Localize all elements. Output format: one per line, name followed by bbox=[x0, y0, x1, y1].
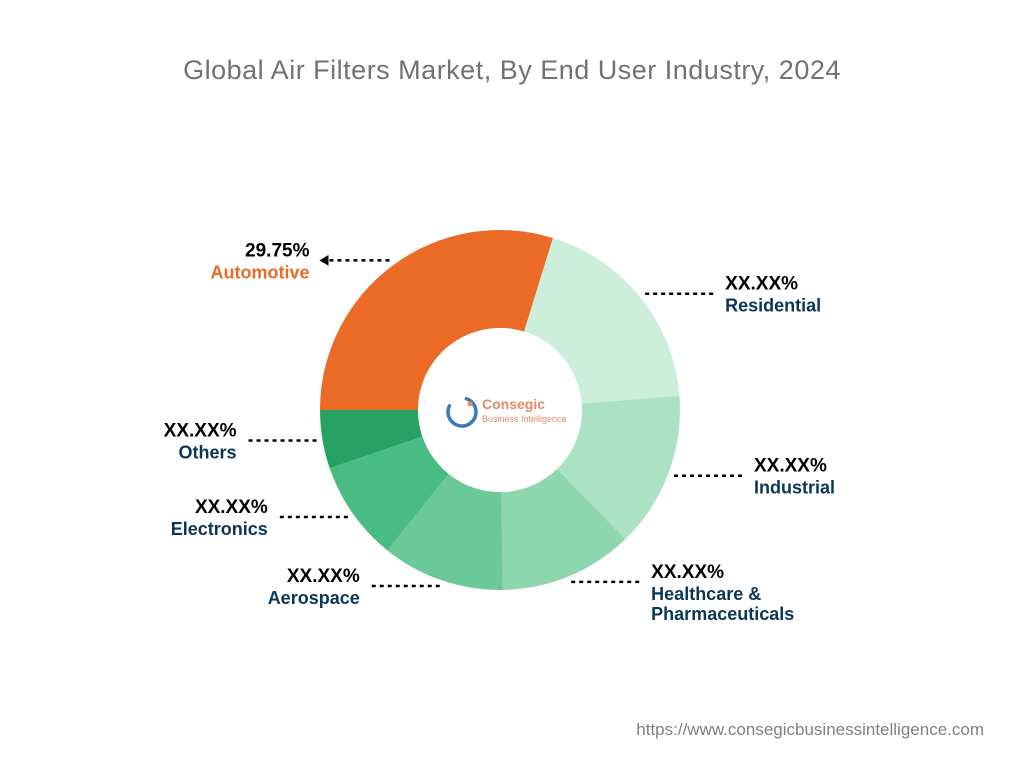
slice-label: Others bbox=[178, 443, 236, 463]
slice-percent: XX.XX% bbox=[287, 566, 360, 587]
slice-label: Automotive bbox=[210, 262, 309, 282]
slice-label: Healthcare & bbox=[651, 584, 761, 604]
slice-percent: XX.XX% bbox=[651, 562, 724, 583]
slice-percent: XX.XX% bbox=[195, 497, 268, 518]
slice-label: Residential bbox=[725, 296, 821, 316]
source-url: https://www.consegicbusinessintelligence… bbox=[636, 720, 984, 740]
donut-chart: 29.75%AutomotiveXX.XX%ResidentialXX.XX%I… bbox=[0, 80, 1024, 720]
logo-brand-top: Consegic bbox=[482, 396, 545, 412]
slice-percent: XX.XX% bbox=[725, 274, 798, 295]
slice-label: Pharmaceuticals bbox=[651, 604, 794, 624]
chart-container: Global Air Filters Market, By End User I… bbox=[0, 0, 1024, 768]
slice-percent: XX.XX% bbox=[754, 456, 827, 477]
arrowhead-icon bbox=[319, 255, 328, 266]
logo-brand-bottom: Business Intelligence bbox=[482, 414, 567, 424]
slice-percent: 29.75% bbox=[245, 240, 310, 261]
slice-label: Aerospace bbox=[268, 588, 360, 608]
slice-label: Electronics bbox=[171, 519, 268, 539]
slice-percent: XX.XX% bbox=[164, 421, 237, 442]
slice-label: Industrial bbox=[754, 478, 835, 498]
